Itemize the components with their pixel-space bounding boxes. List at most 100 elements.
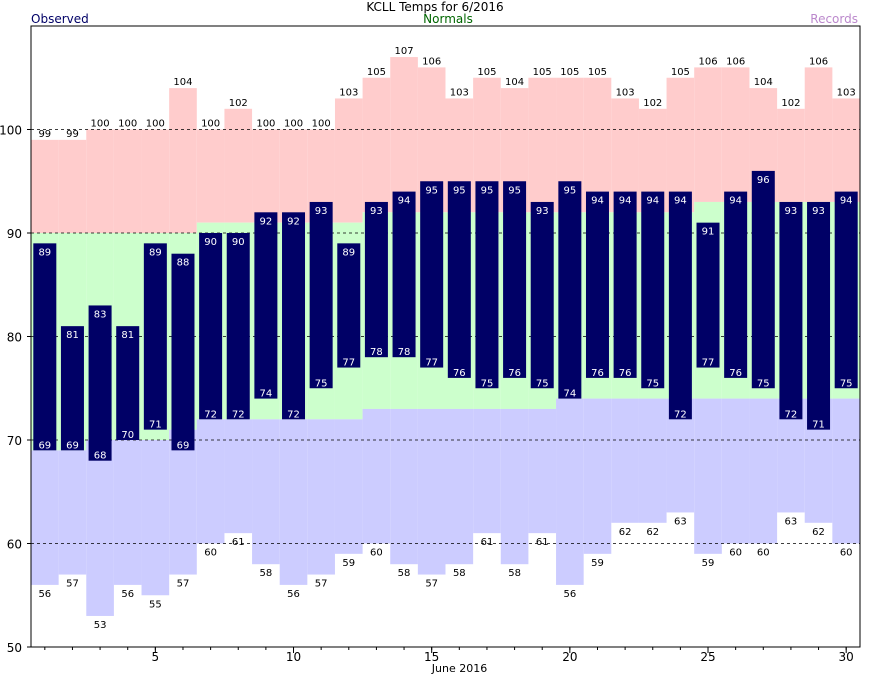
record-low-band <box>279 419 308 585</box>
x-tick-label: 20 <box>562 650 577 664</box>
record-low-label: 57 <box>177 579 190 590</box>
observed-low-label: 74 <box>260 389 273 400</box>
record-low-label: 61 <box>481 537 494 548</box>
observed-high-label: 94 <box>729 196 742 207</box>
record-high-band <box>86 129 114 233</box>
record-low-label: 60 <box>370 548 383 559</box>
observed-high-label: 92 <box>260 216 273 227</box>
record-high-label: 105 <box>560 67 579 78</box>
record-low-band <box>86 440 114 616</box>
observed-low-label: 72 <box>232 409 245 420</box>
record-low-label: 61 <box>536 537 549 548</box>
record-low-band <box>307 419 335 575</box>
record-low-label: 58 <box>260 568 273 579</box>
record-high-label: 102 <box>643 98 662 109</box>
observed-high-label: 95 <box>481 185 494 196</box>
record-low-label: 60 <box>729 548 742 559</box>
record-low-band <box>583 398 612 554</box>
record-high-label: 103 <box>450 87 469 98</box>
record-high-label: 103 <box>837 87 856 98</box>
observed-high-label: 89 <box>38 247 51 258</box>
record-high-band <box>777 108 805 202</box>
observed-bar <box>309 201 333 389</box>
observed-high-label: 81 <box>121 330 134 341</box>
record-low-band <box>749 398 778 544</box>
observed-low-label: 78 <box>370 347 383 358</box>
record-low-band <box>556 398 584 585</box>
record-high-label: 105 <box>671 67 690 78</box>
record-high-band <box>362 77 391 213</box>
record-low-label: 59 <box>591 558 604 569</box>
observed-low-label: 69 <box>177 440 190 451</box>
x-tick-label: 25 <box>700 650 715 664</box>
observed-bar <box>116 326 140 440</box>
chart-title: KCLL Temps for 6/2016 <box>366 0 504 14</box>
observed-low-label: 69 <box>66 440 79 451</box>
observed-high-label: 95 <box>508 185 521 196</box>
observed-low-label: 72 <box>785 409 798 420</box>
observed-high-label: 93 <box>536 206 549 217</box>
record-low-band <box>141 440 170 596</box>
record-high-band <box>31 139 59 233</box>
record-low-label: 56 <box>121 589 134 600</box>
record-high-band <box>196 129 225 223</box>
observed-bar <box>503 181 527 378</box>
y-tick-label: 60 <box>7 538 22 552</box>
record-low-band <box>638 398 667 523</box>
record-low-band <box>196 419 225 544</box>
record-low-label: 57 <box>425 579 438 590</box>
record-high-label: 103 <box>339 87 358 98</box>
record-low-label: 58 <box>398 568 411 579</box>
observed-low-label: 77 <box>702 358 715 369</box>
observed-bar <box>60 326 84 451</box>
record-low-label: 63 <box>674 516 687 527</box>
observed-bar <box>392 191 416 358</box>
record-low-band <box>721 398 750 544</box>
observed-low-label: 75 <box>840 378 853 389</box>
record-high-label: 104 <box>505 77 524 88</box>
observed-low-label: 74 <box>563 389 576 400</box>
observed-bar <box>834 191 858 389</box>
record-high-band <box>528 77 557 213</box>
record-high-band <box>334 98 363 223</box>
legend-observed: Observed <box>31 12 89 26</box>
y-tick-label: 90 <box>7 227 22 241</box>
observed-high-label: 94 <box>398 196 411 207</box>
observed-high-label: 91 <box>702 227 715 238</box>
record-high-label: 106 <box>698 56 717 67</box>
record-low-band <box>31 450 59 585</box>
observed-bar <box>641 191 665 389</box>
observed-high-label: 83 <box>94 309 107 320</box>
record-high-label: 100 <box>201 119 220 130</box>
record-high-label: 99 <box>38 129 51 140</box>
record-low-band <box>611 398 639 523</box>
observed-high-label: 90 <box>232 237 245 248</box>
record-low-label: 57 <box>315 579 328 590</box>
record-low-band <box>334 419 363 554</box>
record-low-label: 61 <box>232 537 245 548</box>
legend-normals: Normals <box>423 12 473 26</box>
observed-low-label: 75 <box>481 378 494 389</box>
observed-low-label: 75 <box>646 378 659 389</box>
observed-low-label: 69 <box>38 440 51 451</box>
x-tick-label: 30 <box>839 650 854 664</box>
record-high-band <box>832 98 860 202</box>
observed-bar <box>199 233 223 420</box>
observed-high-label: 90 <box>204 237 217 248</box>
record-low-band <box>169 429 197 575</box>
observed-bar <box>226 233 250 420</box>
observed-high-label: 93 <box>370 206 383 217</box>
record-high-band <box>804 67 833 202</box>
observed-low-label: 75 <box>315 378 328 389</box>
observed-low-label: 76 <box>453 368 466 379</box>
observed-bar <box>88 305 112 461</box>
observed-low-label: 75 <box>536 378 549 389</box>
observed-high-label: 81 <box>66 330 79 341</box>
record-low-label: 58 <box>508 568 521 579</box>
observed-high-label: 92 <box>287 216 300 227</box>
record-low-band <box>500 408 529 565</box>
observed-low-label: 75 <box>757 378 770 389</box>
record-high-band <box>58 139 87 233</box>
observed-low-label: 77 <box>425 358 438 369</box>
